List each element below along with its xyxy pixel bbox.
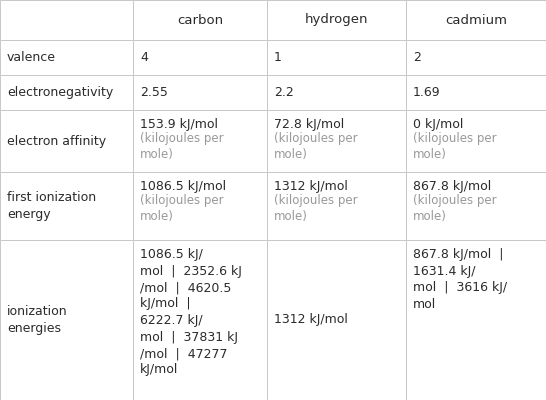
Text: (kilojoules per
mole): (kilojoules per mole) — [140, 194, 224, 223]
Text: 72.8 kJ/mol: 72.8 kJ/mol — [274, 118, 344, 131]
Bar — [133, 40, 267, 75]
Text: electron affinity: electron affinity — [7, 134, 106, 148]
Bar — [267, 40, 406, 75]
Text: valence: valence — [7, 51, 56, 64]
Bar — [133, 110, 267, 172]
Bar — [0, 0, 133, 40]
Bar — [267, 0, 406, 40]
Bar — [406, 110, 546, 172]
Text: 4: 4 — [140, 51, 148, 64]
Text: 153.9 kJ/mol: 153.9 kJ/mol — [140, 118, 218, 131]
Text: (kilojoules per
mole): (kilojoules per mole) — [413, 132, 497, 161]
Bar — [267, 240, 406, 400]
Text: cadmium: cadmium — [445, 14, 507, 26]
Bar — [0, 110, 133, 172]
Bar — [406, 172, 546, 240]
Text: 1: 1 — [274, 51, 282, 64]
Bar — [133, 0, 267, 40]
Text: electronegativity: electronegativity — [7, 86, 113, 99]
Text: ionization
energies: ionization energies — [7, 305, 68, 335]
Bar — [267, 75, 406, 110]
Bar — [0, 40, 133, 75]
Text: 0 kJ/mol: 0 kJ/mol — [413, 118, 464, 131]
Text: (kilojoules per
mole): (kilojoules per mole) — [274, 194, 358, 223]
Bar — [406, 75, 546, 110]
Bar — [0, 240, 133, 400]
Bar — [406, 0, 546, 40]
Bar — [0, 75, 133, 110]
Text: 1.69: 1.69 — [413, 86, 441, 99]
Text: 1312 kJ/mol: 1312 kJ/mol — [274, 314, 348, 326]
Text: 2.2: 2.2 — [274, 86, 294, 99]
Text: 1086.5 kJ/mol: 1086.5 kJ/mol — [140, 180, 226, 193]
Text: first ionization
energy: first ionization energy — [7, 191, 96, 221]
Text: 2.55: 2.55 — [140, 86, 168, 99]
Bar — [133, 172, 267, 240]
Text: (kilojoules per
mole): (kilojoules per mole) — [413, 194, 497, 223]
Bar — [133, 75, 267, 110]
Text: (kilojoules per
mole): (kilojoules per mole) — [140, 132, 224, 161]
Text: carbon: carbon — [177, 14, 223, 26]
Text: (kilojoules per
mole): (kilojoules per mole) — [274, 132, 358, 161]
Text: 1086.5 kJ/
mol  |  2352.6 kJ
/mol  |  4620.5
kJ/mol  |
6222.7 kJ/
mol  |  37831 : 1086.5 kJ/ mol | 2352.6 kJ /mol | 4620.5… — [140, 248, 242, 376]
Text: 2: 2 — [413, 51, 421, 64]
Text: 867.8 kJ/mol  |
1631.4 kJ/
mol  |  3616 kJ/
mol: 867.8 kJ/mol | 1631.4 kJ/ mol | 3616 kJ/… — [413, 248, 507, 310]
Text: hydrogen: hydrogen — [305, 14, 368, 26]
Bar — [267, 110, 406, 172]
Bar — [406, 240, 546, 400]
Bar — [133, 240, 267, 400]
Bar — [0, 172, 133, 240]
Text: 867.8 kJ/mol: 867.8 kJ/mol — [413, 180, 491, 193]
Text: 1312 kJ/mol: 1312 kJ/mol — [274, 180, 348, 193]
Bar — [267, 172, 406, 240]
Bar — [406, 40, 546, 75]
